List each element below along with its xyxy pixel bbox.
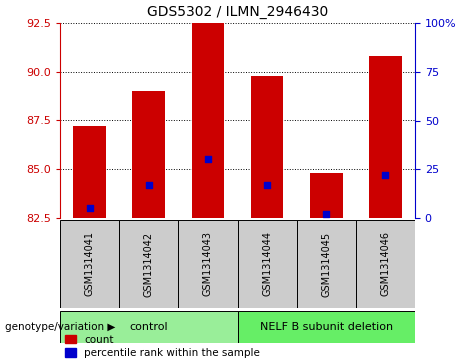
Bar	[251, 76, 284, 218]
Point	[263, 182, 271, 188]
Title: GDS5302 / ILMN_2946430: GDS5302 / ILMN_2946430	[147, 5, 328, 19]
Bar	[297, 220, 356, 308]
Text: genotype/variation ▶: genotype/variation ▶	[5, 322, 115, 332]
Bar	[237, 311, 415, 343]
Bar	[310, 173, 343, 218]
Text: NELF B subunit deletion: NELF B subunit deletion	[260, 322, 393, 332]
Bar	[192, 23, 224, 218]
Text: GSM1314044: GSM1314044	[262, 232, 272, 297]
Point	[145, 182, 153, 188]
Text: GSM1314041: GSM1314041	[84, 232, 95, 297]
Point	[86, 205, 93, 211]
Bar	[60, 220, 119, 308]
Text: GSM1314042: GSM1314042	[144, 232, 154, 297]
Text: GSM1314045: GSM1314045	[321, 232, 331, 297]
Text: control: control	[130, 322, 168, 332]
Text: GSM1314043: GSM1314043	[203, 232, 213, 297]
Point	[204, 156, 212, 162]
Bar	[73, 126, 106, 218]
Bar	[119, 220, 178, 308]
Bar	[356, 220, 415, 308]
Text: GSM1314046: GSM1314046	[380, 232, 390, 297]
Bar	[369, 56, 402, 218]
Point	[323, 211, 330, 217]
Legend: count, percentile rank within the sample: count, percentile rank within the sample	[65, 335, 260, 358]
Bar	[60, 311, 237, 343]
Bar	[178, 220, 237, 308]
Point	[382, 172, 389, 178]
Bar	[237, 220, 297, 308]
Bar	[132, 91, 165, 218]
